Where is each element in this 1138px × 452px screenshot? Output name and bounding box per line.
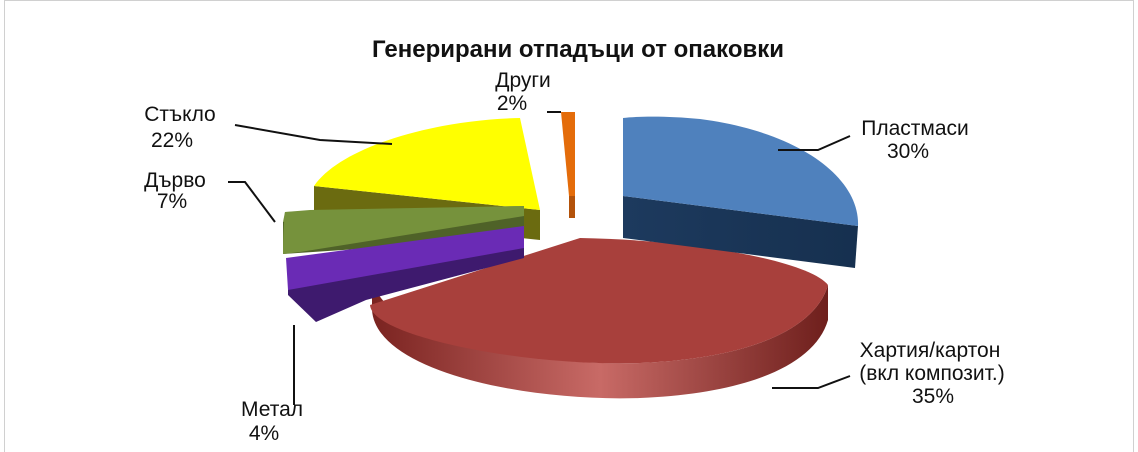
label-paper-name-line2: (вкл композит.): [859, 362, 1005, 385]
slice-paper: [370, 238, 828, 399]
slice-other: [561, 112, 575, 218]
label-other-name: Други: [495, 69, 551, 92]
leader-line-plastic: [778, 135, 851, 151]
slice-wood-front: [283, 206, 524, 254]
label-glass-name: Стъкло: [144, 103, 216, 126]
label-plastic-percent: 30%: [887, 140, 929, 163]
slice-plastic-top: [623, 116, 859, 226]
leader-line-glass: [234, 124, 393, 145]
leader-lines: [228, 111, 851, 405]
label-wood-percent: 7%: [157, 190, 187, 213]
label-wood-name: Дърво: [144, 169, 206, 192]
leader-line-wood: [228, 181, 276, 223]
slice-plastic-side: [623, 196, 858, 268]
slice-other-side: [569, 196, 575, 218]
label-paper-percent: 35%: [912, 385, 954, 408]
slice-metal: [286, 226, 524, 322]
slice-plastic: [623, 116, 859, 268]
slice-glass-top: [314, 118, 540, 210]
label-metal-name: Метал: [241, 398, 303, 421]
label-plastic-name: Пластмаси: [861, 117, 969, 140]
label-glass-percent: 22%: [151, 129, 193, 152]
label-other-percent: 2%: [497, 92, 527, 115]
chart-frame: [4, 0, 1134, 452]
slice-paper-top: [370, 238, 828, 364]
slice-metal-top: [286, 226, 524, 290]
chart-title: Генерирани отпадъци от опаковки: [372, 36, 784, 63]
label-metal-percent: 4%: [249, 422, 279, 445]
slice-other-top: [561, 112, 575, 196]
data-labels: Други 2% Стъкло 22% Дърво 7% Метал 4% Пл…: [144, 69, 1005, 445]
slice-paper-side: [372, 275, 828, 399]
slice-wood: [283, 206, 524, 254]
leader-line-paper: [772, 375, 851, 389]
label-paper-name-line1: Хартия/картон: [860, 339, 1001, 362]
